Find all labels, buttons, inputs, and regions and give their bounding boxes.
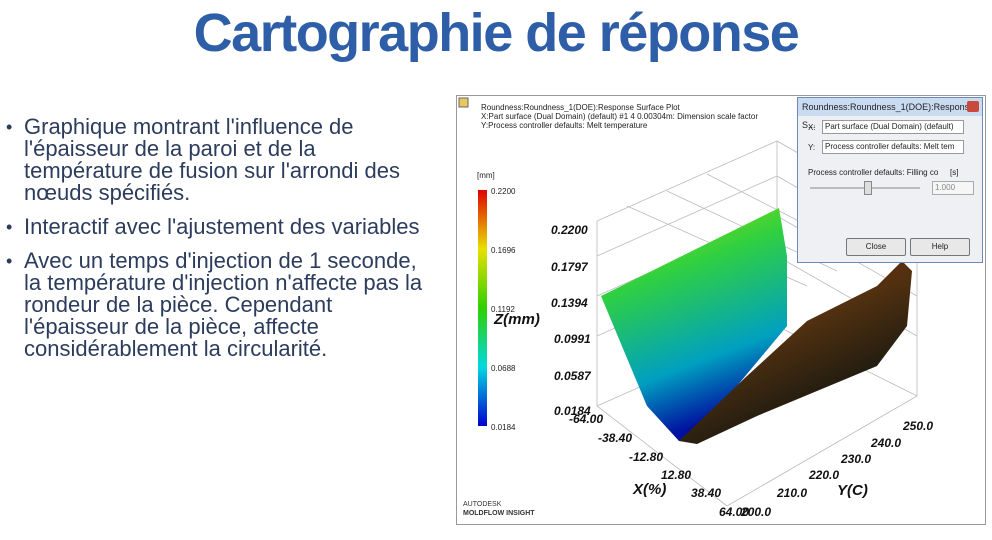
colorbar-label: 0.1192 — [491, 305, 515, 314]
colorbar — [478, 190, 487, 426]
z-tick-label: 0.1797 — [551, 260, 589, 274]
app-icon — [458, 97, 469, 108]
y-tick-label: 220.0 — [808, 468, 839, 482]
slider-thumb[interactable] — [864, 181, 872, 195]
surface-front — [601, 208, 787, 441]
colorbar-unit: [mm] — [477, 171, 495, 180]
colorbar-label: 0.0688 — [491, 364, 516, 373]
slider-label: Process controller defaults: Filling co — [808, 168, 938, 177]
y-dropdown[interactable]: Process controller defaults: Melt tem — [822, 140, 964, 154]
dialog-titlebar: Roundness:Roundness_1(DOE):Response S... — [798, 98, 982, 130]
colorbar-label: 0.0184 — [491, 423, 516, 432]
x-tick-label: 12.80 — [661, 468, 691, 482]
bullet: Avec un temps d'injection de 1 seconde, … — [6, 250, 426, 360]
brand: AUTODESK — [463, 501, 502, 508]
colorbar-label: 0.2200 — [491, 187, 516, 196]
x-dropdown[interactable]: Part surface (Dual Domain) (default) — [822, 120, 964, 134]
plot-header: Roundness:Roundness_1(DOE):Response Surf… — [481, 103, 681, 112]
y-tick-label: 240.0 — [870, 436, 901, 450]
y-tick-label: 210.0 — [776, 486, 807, 500]
y-tick-label: 250.0 — [902, 419, 933, 433]
plot-header: X:Part surface (Dual Domain) (default) #… — [481, 112, 758, 121]
dialog-title: Roundness:Roundness_1(DOE):Response S... — [802, 102, 975, 130]
y-tick-label: 230.0 — [840, 452, 871, 466]
y-label: Y: — [808, 143, 816, 152]
slider-value[interactable]: 1.000 — [932, 181, 974, 195]
y-axis-label: Y(C) — [837, 482, 868, 499]
bullet: Interactif avec l'ajustement des variabl… — [6, 216, 426, 239]
close-icon[interactable] — [967, 101, 979, 112]
slide-title: Cartographie de réponse — [193, 3, 800, 63]
x-tick-label: -12.80 — [629, 450, 663, 464]
x-label: X: — [808, 123, 816, 132]
y-tick-label: 200.0 — [740, 505, 771, 519]
plot-header: Y:Process controller defaults: Melt temp… — [481, 121, 648, 130]
z-tick-label: 0.0991 — [554, 332, 591, 346]
x-tick-label: 38.40 — [691, 486, 721, 500]
surface-plot: Roundness:Roundness_1(DOE):Response Surf… — [458, 97, 933, 519]
z-tick-label: 0.1394 — [551, 296, 588, 310]
colorbar-label: 0.1696 — [491, 246, 516, 255]
close-button[interactable]: Close — [846, 238, 906, 256]
bullet-list: Graphique montrant l'influence de l'épai… — [6, 116, 426, 372]
x-tick-label: -38.40 — [598, 431, 632, 445]
slider-unit: [s] — [950, 168, 959, 177]
surface-back — [679, 261, 912, 444]
dialog: Roundness:Roundness_1(DOE):Response S...… — [797, 97, 983, 263]
x-tick-label: 64.00 — [719, 505, 749, 519]
z-tick-label: 0.0184 — [554, 404, 591, 418]
x-tick-label: -64.00 — [569, 412, 603, 426]
help-button[interactable]: Help — [910, 238, 970, 256]
brand: MOLDFLOW INSIGHT — [463, 510, 535, 517]
z-tick-label: 0.0587 — [554, 369, 592, 383]
bullet: Graphique montrant l'influence de l'épai… — [6, 116, 426, 204]
z-axis-label: Z(mm) — [493, 311, 540, 328]
x-axis-label: X(%) — [632, 481, 666, 498]
z-tick-label: 0.2200 — [551, 223, 588, 237]
